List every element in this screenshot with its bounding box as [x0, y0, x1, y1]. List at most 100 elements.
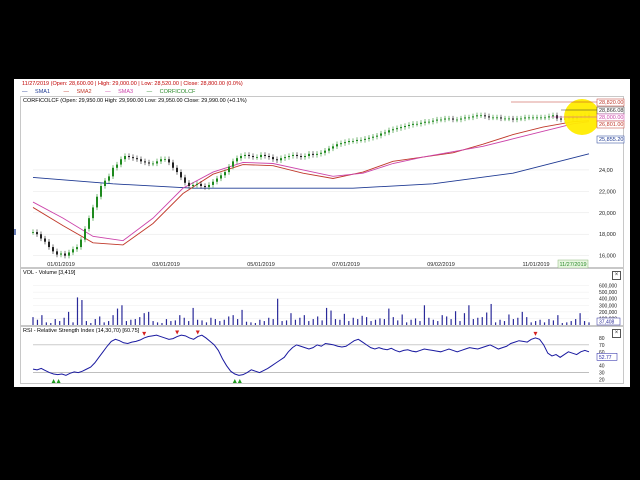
candle-body — [512, 118, 514, 120]
candle-body — [36, 232, 38, 235]
volume-bar — [535, 321, 537, 325]
volume-bar — [352, 317, 354, 325]
candle-body — [132, 157, 134, 159]
y-tick-label: 20,000 — [599, 211, 616, 217]
indicator-legend: — SMA1 — SMA2 — SMA3 — CORFICOLCF — [22, 89, 207, 96]
candle-body — [232, 161, 234, 167]
volume-chart-svg[interactable]: 600,000500,000400,000300,000200,000100,0… — [21, 269, 625, 327]
volume-bar — [188, 321, 190, 325]
series-sma2 — [32, 120, 590, 246]
candle-body — [56, 251, 58, 255]
legend-sma1[interactable]: — SMA1 — [22, 89, 51, 95]
volume-bar — [570, 321, 572, 325]
volume-bar — [339, 319, 341, 325]
series-sma1 — [32, 153, 590, 189]
rsi-panel[interactable]: RSI - Relative Strength Index (14,30,70)… — [20, 326, 624, 384]
volume-bar — [575, 319, 577, 325]
volume-bar — [454, 311, 457, 325]
candle-body — [212, 181, 214, 185]
volume-bar — [539, 319, 541, 325]
price-chart-svg[interactable]: 24,00 22,000 20,000 18,000 16,000 01/01/2019 0… — [21, 97, 625, 269]
legend-symbol[interactable]: — CORFICOLCF — [146, 89, 196, 95]
candle-body — [492, 117, 494, 119]
volume-bar — [508, 314, 510, 325]
volume-bar — [232, 315, 234, 325]
candle-body — [400, 127, 402, 129]
volume-bar — [370, 321, 372, 325]
volume-bar — [579, 313, 581, 325]
volume-bar — [459, 321, 461, 325]
volume-bar — [521, 311, 523, 325]
volume-bar — [228, 316, 230, 325]
volume-bar — [277, 298, 279, 325]
volume-bar — [170, 321, 172, 325]
volume-panel[interactable]: VOL - Volume [3,419] × 600,000 500,000 400… — [20, 268, 624, 326]
candle-body — [180, 172, 182, 178]
candle-body — [468, 117, 470, 119]
candle-body — [360, 139, 362, 141]
price-panel[interactable]: CORFICOLCF (Open: 29,950.00 High: 29,990… — [20, 96, 625, 269]
candle-body — [168, 159, 170, 163]
sell-signal-marker — [533, 331, 538, 336]
volume-bar — [67, 311, 70, 325]
candle-body — [444, 118, 446, 120]
legend-sma3[interactable]: — SMA3 — [105, 89, 134, 95]
volume-bar — [179, 315, 181, 325]
candle-body — [188, 182, 190, 186]
volume-bar — [263, 321, 265, 325]
volume-bar — [196, 319, 199, 325]
volume-bar — [32, 317, 34, 325]
rsi-close-icon[interactable]: × — [612, 329, 621, 338]
volume-bar — [490, 303, 492, 325]
candle-body — [428, 121, 430, 123]
volume-bar — [446, 316, 448, 325]
candle-body — [72, 249, 74, 253]
candle-body — [208, 184, 210, 188]
candle-body — [276, 159, 278, 161]
candle-body — [424, 121, 426, 123]
volume-bar — [388, 308, 390, 325]
candle-body — [228, 166, 230, 173]
volume-bar — [463, 313, 466, 325]
y-tick-label: 80 — [599, 336, 605, 342]
volume-bar — [259, 319, 261, 325]
candle-body — [356, 139, 358, 141]
y-tick-label: 400,000 — [599, 297, 617, 303]
candle-body — [128, 156, 130, 158]
volume-close-icon[interactable]: × — [612, 271, 621, 280]
volume-bar — [76, 297, 79, 325]
volume-bar — [494, 322, 497, 325]
price-tag-label: 28,000.00 — [599, 115, 623, 121]
candle-body — [216, 178, 218, 182]
candle-body — [432, 120, 434, 122]
candle-body — [112, 167, 114, 177]
volume-bar — [108, 321, 110, 325]
volume-bar — [379, 318, 381, 325]
candle-body — [308, 153, 310, 156]
price-tag — [596, 135, 625, 144]
candle-body — [172, 162, 174, 168]
rsi-last-tag — [596, 353, 618, 361]
candle-body — [124, 156, 126, 160]
volume-bar — [36, 319, 39, 325]
price-tag-label: 28,866.08 — [599, 108, 623, 114]
volume-bar — [294, 319, 297, 325]
volume-bar — [103, 322, 105, 325]
volume-bar — [566, 322, 568, 325]
candle-body — [396, 128, 398, 130]
candle-body — [328, 148, 330, 151]
candle-body — [152, 163, 154, 165]
candle-body — [296, 154, 298, 156]
candle-body — [324, 150, 326, 153]
volume-bar — [116, 308, 119, 325]
volume-bar — [237, 319, 239, 325]
volume-bar — [428, 317, 430, 325]
candle-body — [32, 232, 34, 233]
y-tick-label: 18,000 — [599, 232, 616, 238]
candle-body — [64, 253, 66, 256]
candle-body — [348, 141, 350, 143]
candle-body — [44, 238, 46, 242]
legend-sma2[interactable]: — SMA2 — [63, 89, 92, 95]
volume-bar — [254, 323, 256, 325]
